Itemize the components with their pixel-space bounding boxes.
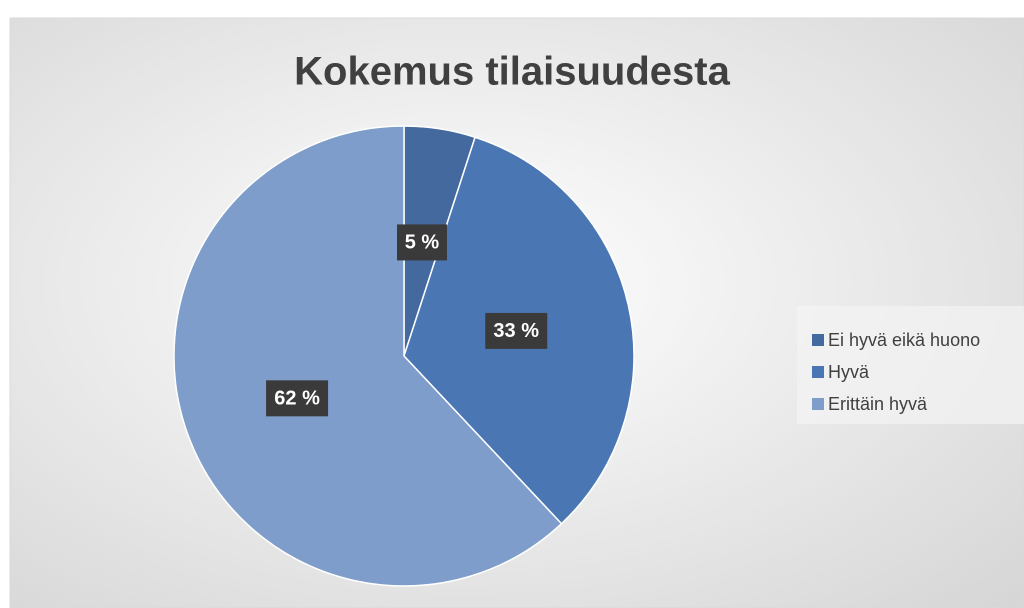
chart-title: Kokemus tilaisuudesta — [294, 50, 730, 94]
legend-swatch — [812, 334, 824, 346]
legend-label: Hyvä — [828, 362, 870, 382]
data-label-box — [396, 224, 447, 261]
data-label-box — [485, 312, 548, 349]
data-label: 33 % — [493, 320, 539, 342]
legend-swatch — [812, 398, 824, 410]
data-label: 62 % — [274, 388, 320, 410]
pie-slice — [173, 125, 563, 587]
data-label-box — [266, 380, 329, 417]
legend-box — [797, 306, 1024, 424]
data-label: 5 % — [405, 232, 440, 254]
legend-label: Ei hyvä eikä huono — [828, 330, 980, 350]
legend-swatch — [812, 366, 824, 378]
legend-label: Erittäin hyvä — [828, 394, 928, 414]
